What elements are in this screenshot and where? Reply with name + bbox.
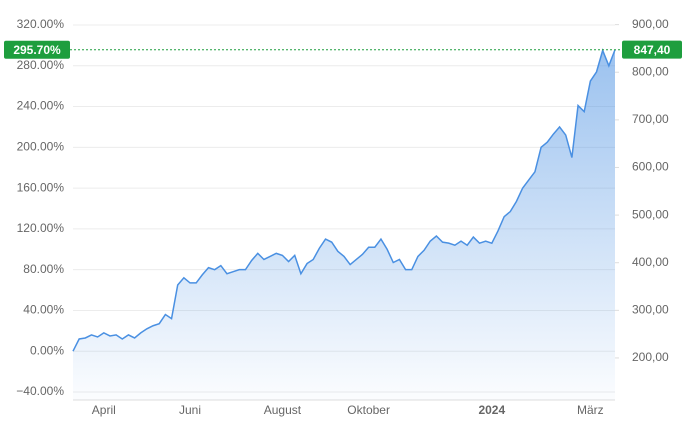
y2-tick-label: 200,00 [632, 350, 669, 364]
y2-tick-label: 500,00 [632, 207, 669, 221]
y2-tick-label: 700,00 [632, 112, 669, 126]
x-tick-label: Juni [179, 403, 201, 417]
y-tick-label: 200.00% [17, 140, 65, 154]
last-percent-label: 295.70% [13, 43, 61, 57]
y2-tick-label: 800,00 [632, 64, 669, 78]
y2-tick-label: 300,00 [632, 303, 669, 317]
price-line [72, 48, 616, 352]
area-fill [73, 49, 615, 401]
x-tick-label: April [92, 403, 116, 417]
last-percent-badge [4, 40, 70, 59]
x-tick-label: März [577, 403, 604, 417]
y-tick-label: 0.00% [30, 343, 64, 357]
y-tick-label: 320.00% [17, 17, 65, 31]
y-tick-label: 80.00% [23, 262, 64, 276]
y-tick-label: 280.00% [17, 58, 65, 72]
y-tick-label: 40.00% [23, 303, 64, 317]
y-tick-label: 160.00% [17, 180, 65, 194]
y-tick-label: 240.00% [17, 99, 65, 113]
x-tick-label: Oktober [347, 403, 390, 417]
y-tick-label: 120.00% [17, 221, 65, 235]
y2-tick-label: 900,00 [632, 17, 669, 31]
y-tick-label: −40.00% [16, 384, 64, 398]
last-price-badge [622, 40, 682, 59]
x-tick-label: 2024 [478, 403, 505, 417]
last-price-label: 847,40 [634, 43, 671, 57]
y2-tick-label: 600,00 [632, 160, 669, 174]
x-tick-label: August [264, 403, 302, 417]
y2-tick-label: 400,00 [632, 255, 669, 269]
